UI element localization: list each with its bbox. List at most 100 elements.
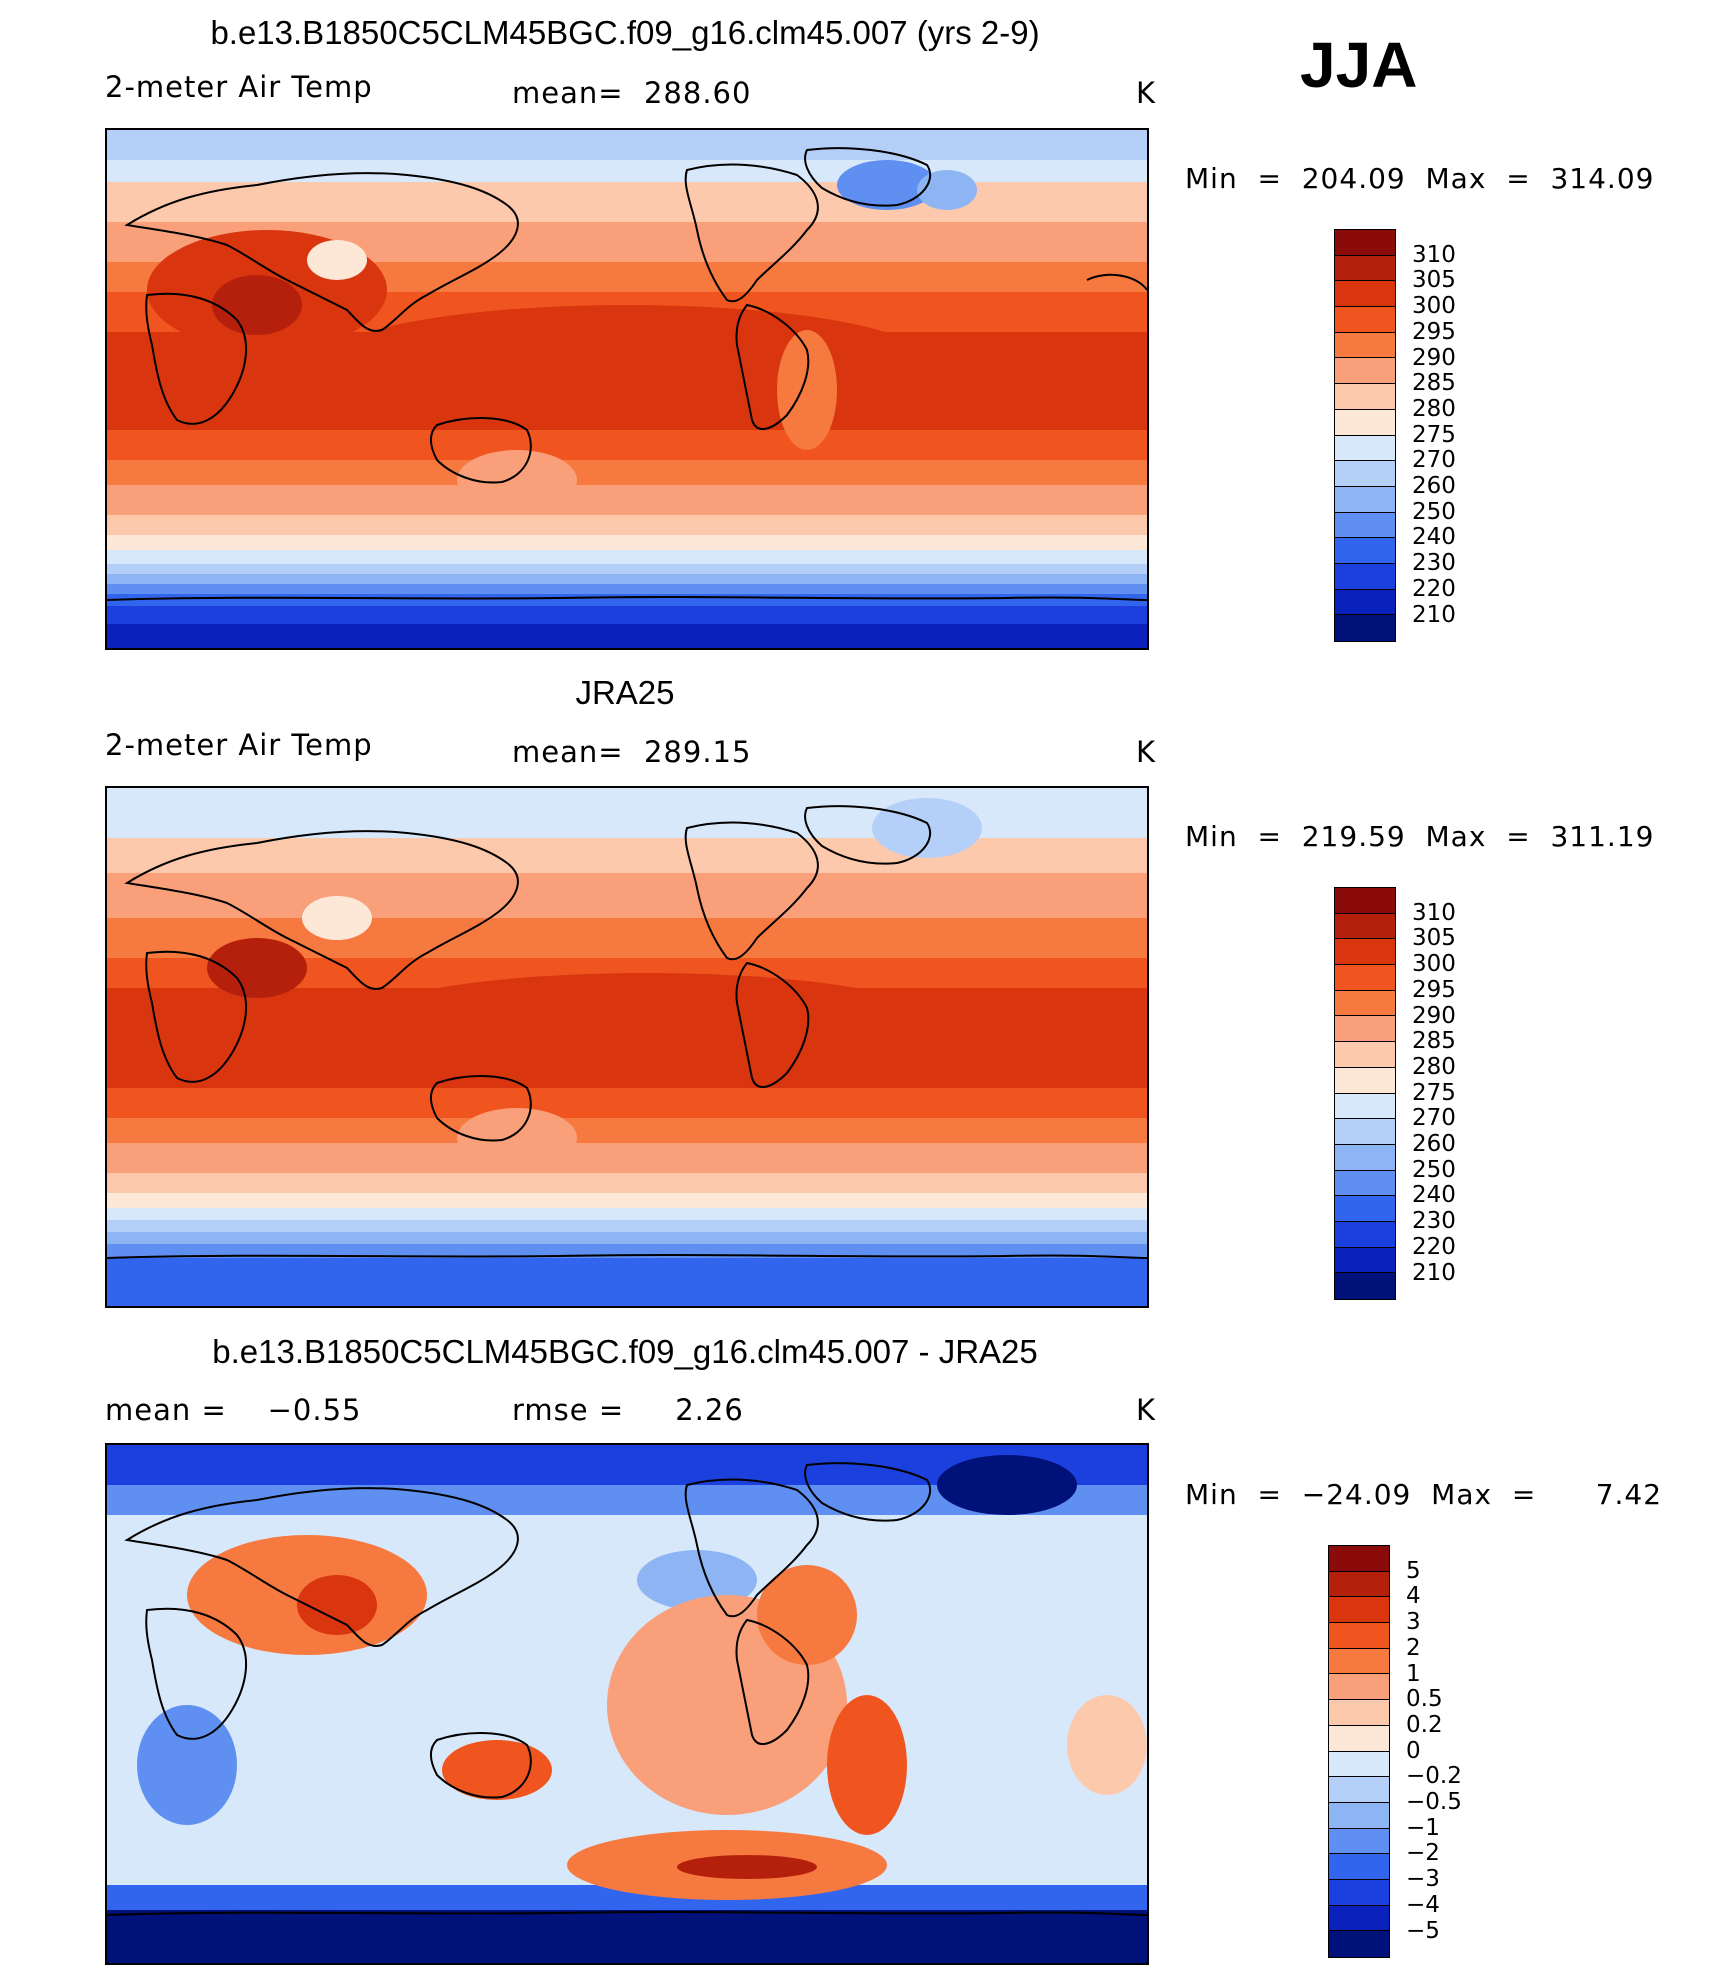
colorbar-swatch [1329,1700,1389,1726]
panel2-map [105,786,1149,1308]
colorbar-swatch [1329,1674,1389,1701]
panel2-title: JRA25 [575,674,675,711]
colorbar-swatch [1335,1016,1395,1043]
colorbar-tick-label: 310 [1412,899,1456,926]
colorbar-swatch [1329,1777,1389,1803]
panel1-units: K [1136,76,1157,110]
colorbar-swatch [1335,1093,1395,1120]
colorbar-tick-label: 0 [1406,1737,1421,1764]
colorbar-swatch [1335,255,1395,282]
colorbar-swatch [1329,1648,1389,1675]
panel3-map-svg [107,1445,1147,1963]
colorbar-tick-label: −0.5 [1406,1789,1462,1815]
colorbar-tick-label: 270 [1412,447,1456,474]
colorbar-swatch [1335,409,1395,436]
colorbar-tick-label: −2 [1406,1840,1440,1867]
colorbar-tick-label: 260 [1412,1131,1456,1157]
colorbar-tick-label: 300 [1412,293,1456,320]
colorbar-swatch [1335,358,1395,385]
panel3-rmse: rmse = 2.26 [512,1393,744,1427]
colorbar-tick-label: 5 [1406,1557,1421,1584]
temp-field-bands [107,788,1147,1306]
colorbar-swatch [1335,1067,1395,1094]
colorbar-swatch [1335,1042,1395,1068]
colorbar-swatch [1335,1170,1395,1197]
colorbar-tick-label: 285 [1412,370,1456,397]
colorbar-swatch [1329,1879,1389,1906]
coastlines [107,805,1147,1259]
colorbar-swatch [1335,1247,1395,1274]
colorbar-tick-label: 4 [1406,1583,1421,1610]
colorbar-tick-label: −3 [1406,1866,1440,1893]
colorbar-tick-label: 230 [1412,550,1456,577]
panel1-mean: mean= 288.60 [512,76,752,110]
colorbar-tick-label: 260 [1412,473,1456,499]
colorbar-swatch [1335,384,1395,410]
panel2-variable: 2-meter Air Temp [105,728,373,762]
panel3-map [105,1443,1149,1965]
colorbar-tick-label: 300 [1412,951,1456,978]
colorbar-tick-label: −0.2 [1406,1763,1462,1790]
colorbar-swatch [1329,1828,1389,1855]
colorbar-tick-label: 3 [1406,1609,1421,1636]
colorbar-swatch [1329,1931,1389,1957]
temp-field-bands [107,130,1147,648]
colorbar-tick-label: 295 [1412,318,1456,345]
panel2-mean: mean= 289.15 [512,735,752,769]
colorbar-swatch [1335,615,1395,641]
colorbar-swatch [1335,1144,1395,1171]
panel3-title: b.e13.B1850C5CLM45BGC.f09_g16.clm45.007 … [212,1333,1038,1370]
diff-field [107,1445,1147,1963]
colorbar-swatch [1335,332,1395,359]
colorbar-tick-label: 220 [1412,1233,1456,1260]
coastlines [107,1462,1147,1916]
panel3-units: K [1136,1393,1157,1427]
colorbar-swatch [1335,965,1395,991]
colorbar-tick-label: 250 [1412,1156,1456,1183]
colorbar-tick-label: 1 [1406,1660,1421,1687]
colorbar-tick-label: 2 [1406,1634,1421,1661]
colorbar-tick-label: 270 [1412,1105,1456,1132]
panel1-variable: 2-meter Air Temp [105,70,373,104]
colorbar-swatch [1329,1725,1389,1752]
colorbar-swatch [1335,307,1395,333]
colorbar-tick-label: 210 [1412,1259,1456,1286]
panel1-map [105,128,1149,650]
panel3-minmax: Min = −24.09 Max = 7.42 [1185,1478,1663,1511]
colorbar-tick-label: −4 [1406,1891,1440,1918]
panel1-colorbar-swatches [1334,229,1396,642]
colorbar-swatch [1335,563,1395,590]
colorbar-swatch [1329,1571,1389,1598]
panel1-map-svg [107,130,1147,648]
colorbar-tick-label: 280 [1412,395,1456,422]
colorbar-tick-label: 295 [1412,976,1456,1003]
colorbar-tick-label: 275 [1412,421,1456,448]
colorbar-swatch [1335,230,1395,256]
panel3-colorbar-swatches [1328,1545,1390,1958]
colorbar-tick-label: −1 [1406,1814,1440,1841]
colorbar-swatch [1335,461,1395,487]
panel2-minmax: Min = 219.59 Max = 311.19 [1185,820,1655,853]
colorbar-tick-label: 290 [1412,344,1456,371]
colorbar-swatch [1335,589,1395,616]
colorbar-swatch [1335,435,1395,462]
colorbar-swatch [1335,913,1395,940]
colorbar-swatch [1329,1905,1389,1932]
colorbar-tick-label: 230 [1412,1208,1456,1235]
colorbar-swatch [1335,1273,1395,1299]
colorbar-tick-label: −5 [1406,1917,1440,1944]
colorbar-tick-label: 0.2 [1406,1711,1443,1738]
colorbar-swatch [1335,990,1395,1017]
colorbar-tick-label: 285 [1412,1028,1456,1055]
colorbar-swatch [1329,1546,1389,1572]
colorbar-tick-label: 305 [1412,267,1456,294]
coastlines [107,147,1147,601]
colorbar-swatch [1335,888,1395,914]
colorbar-tick-label: 210 [1412,601,1456,628]
colorbar-tick-label: 240 [1412,1182,1456,1209]
colorbar-swatch [1335,512,1395,539]
colorbar-swatch [1335,538,1395,564]
colorbar-swatch [1329,1623,1389,1649]
colorbar-tick-label: 305 [1412,925,1456,952]
